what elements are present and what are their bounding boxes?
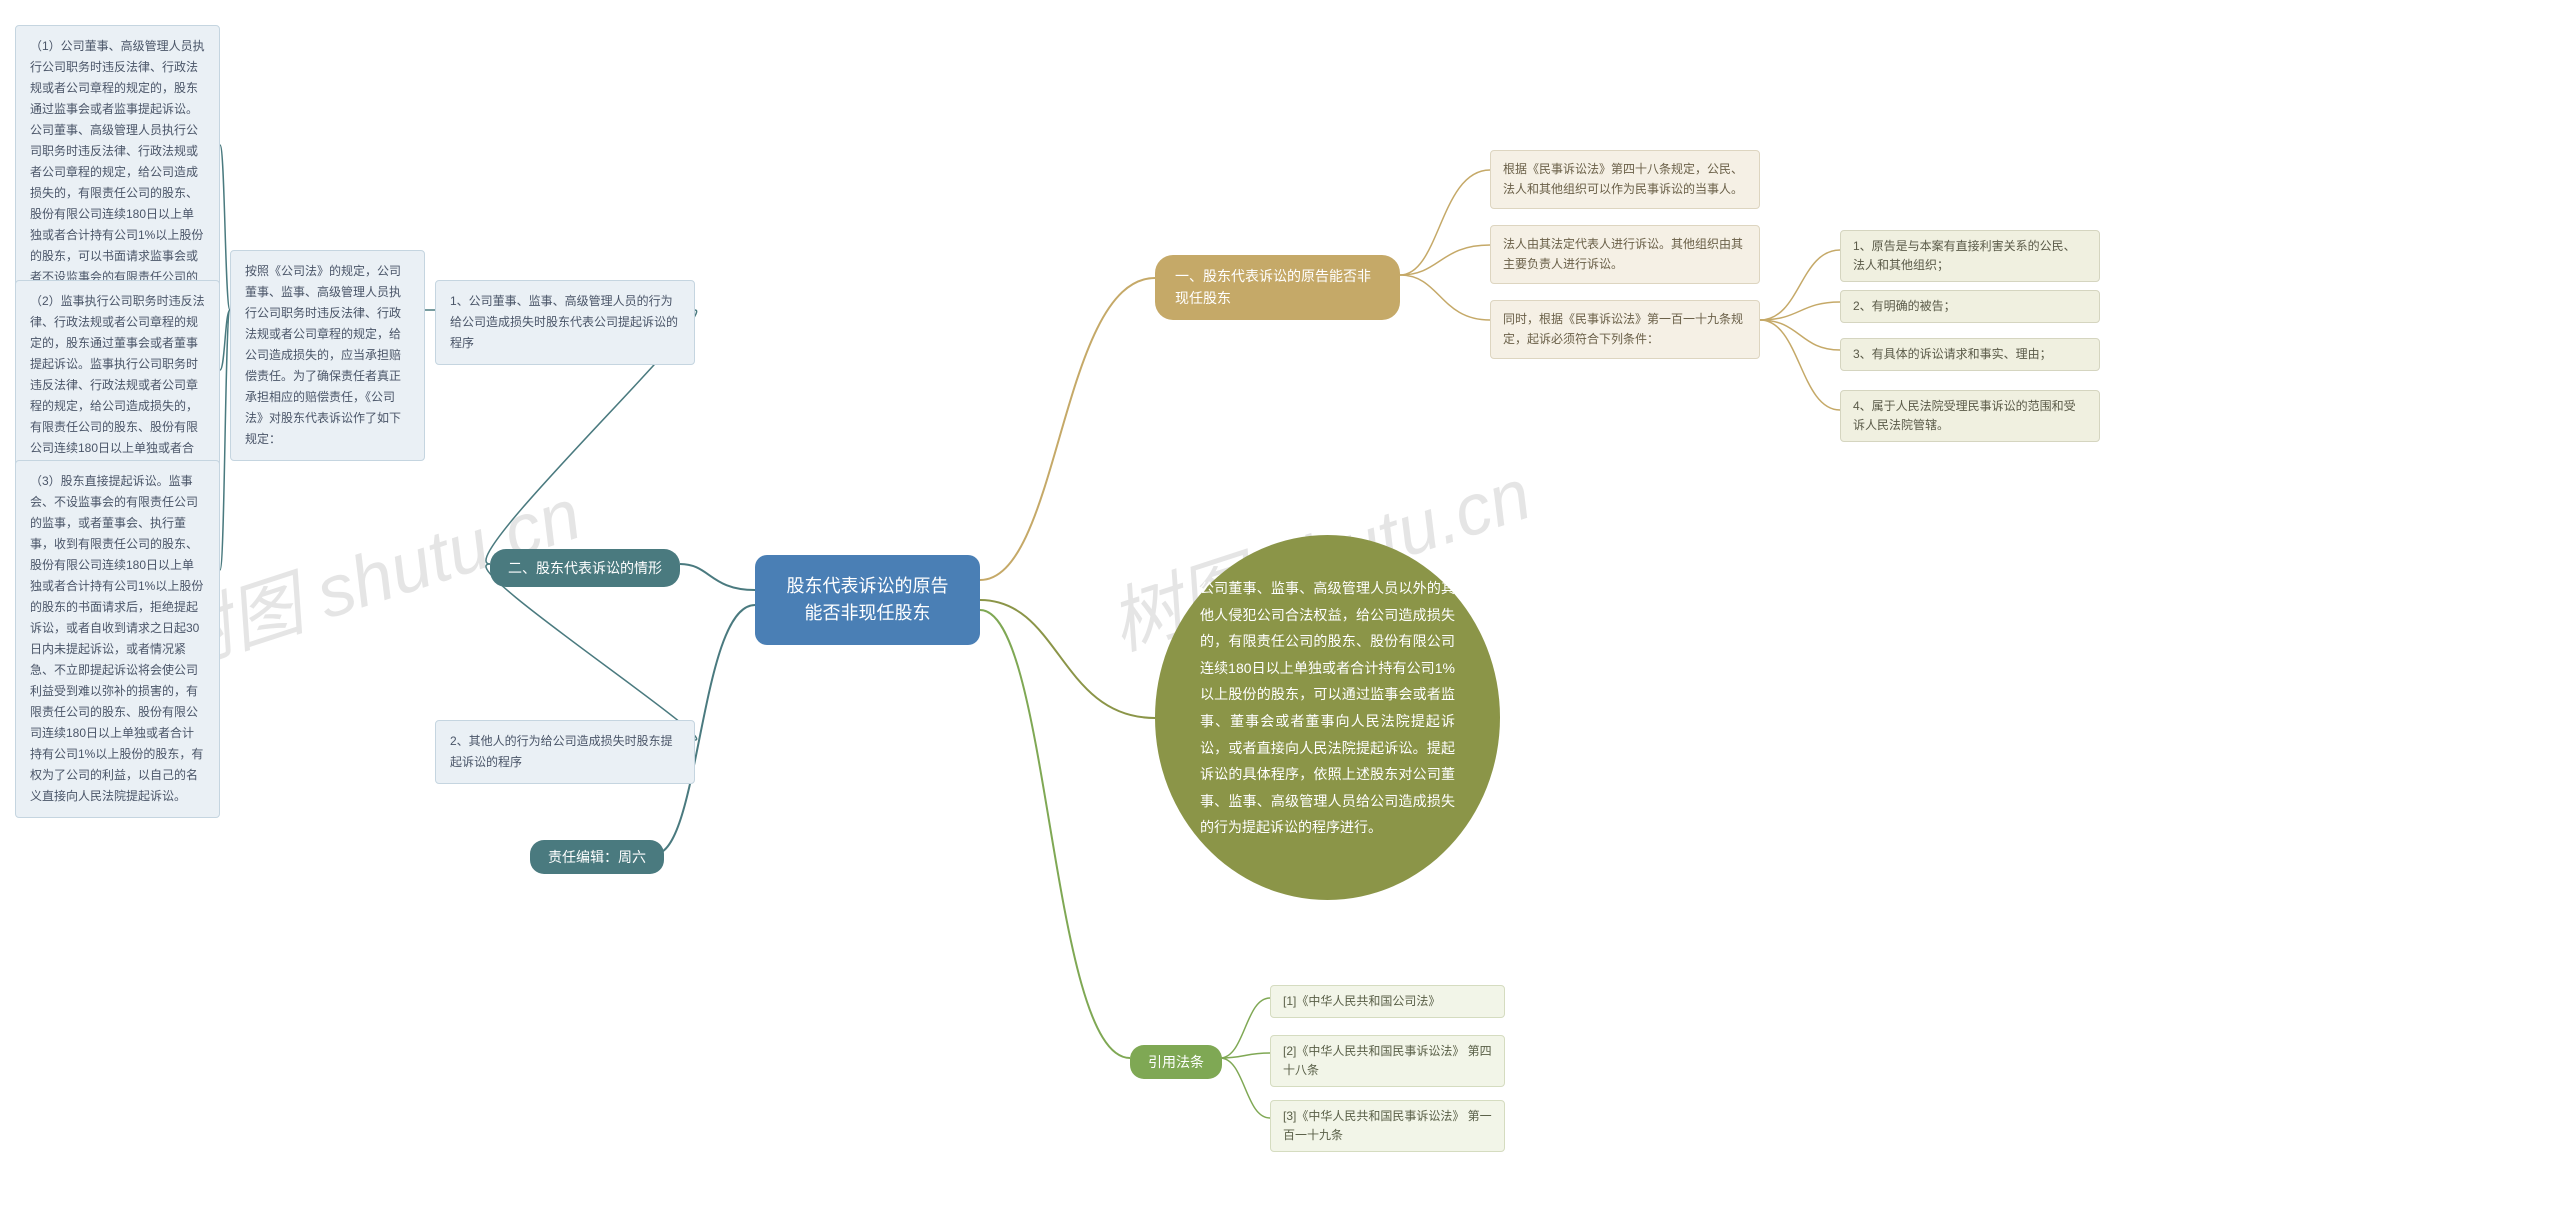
b2-child-1-pre: 按照《公司法》的规定，公司董事、监事、高级管理人员执行公司职务时违反法律、行政法…: [230, 250, 425, 461]
b2-child-1: 1、公司董事、监事、高级管理人员的行为给公司造成损失时股东代表公司提起诉讼的程序: [435, 280, 695, 365]
branch-citations[interactable]: 引用法条: [1130, 1045, 1222, 1079]
branch-editor[interactable]: 责任编辑：周六: [530, 840, 664, 874]
b1-leaf-3-2: 2、有明确的被告；: [1840, 290, 2100, 323]
branch-section-2[interactable]: 二、股东代表诉讼的情形: [490, 549, 680, 587]
b1-leaf-3: 同时，根据《民事诉讼法》第一百一十九条规定，起诉必须符合下列条件：: [1490, 300, 1760, 359]
b1-leaf-1: 根据《民事诉讼法》第四十八条规定，公民、法人和其他组织可以作为民事诉讼的当事人。: [1490, 150, 1760, 209]
cite-1: [1]《中华人民共和国公司法》: [1270, 985, 1505, 1018]
b1-leaf-3-4: 4、属于人民法院受理民事诉讼的范围和受诉人民法院管辖。: [1840, 390, 2100, 442]
b1-leaf-3-1: 1、原告是与本案有直接利害关系的公民、法人和其他组织；: [1840, 230, 2100, 282]
b1-leaf-2: 法人由其法定代表人进行诉讼。其他组织由其主要负责人进行诉讼。: [1490, 225, 1760, 284]
branch-big-detail[interactable]: 公司董事、监事、高级管理人员以外的其他人侵犯公司合法权益，给公司造成损失的，有限…: [1155, 535, 1500, 900]
b2-leaf-3: （3）股东直接提起诉讼。监事会、不设监事会的有限责任公司的监事，或者董事会、执行…: [15, 460, 220, 818]
b2-child-2: 2、其他人的行为给公司造成损失时股东提起诉讼的程序: [435, 720, 695, 784]
cite-2: [2]《中华人民共和国民事诉讼法》 第四十八条: [1270, 1035, 1505, 1087]
cite-3: [3]《中华人民共和国民事诉讼法》 第一百一十九条: [1270, 1100, 1505, 1152]
root-node[interactable]: 股东代表诉讼的原告能否非现任股东: [755, 555, 980, 645]
b1-leaf-3-3: 3、有具体的诉讼请求和事实、理由；: [1840, 338, 2100, 371]
branch-section-1[interactable]: 一、股东代表诉讼的原告能否非现任股东: [1155, 255, 1400, 320]
